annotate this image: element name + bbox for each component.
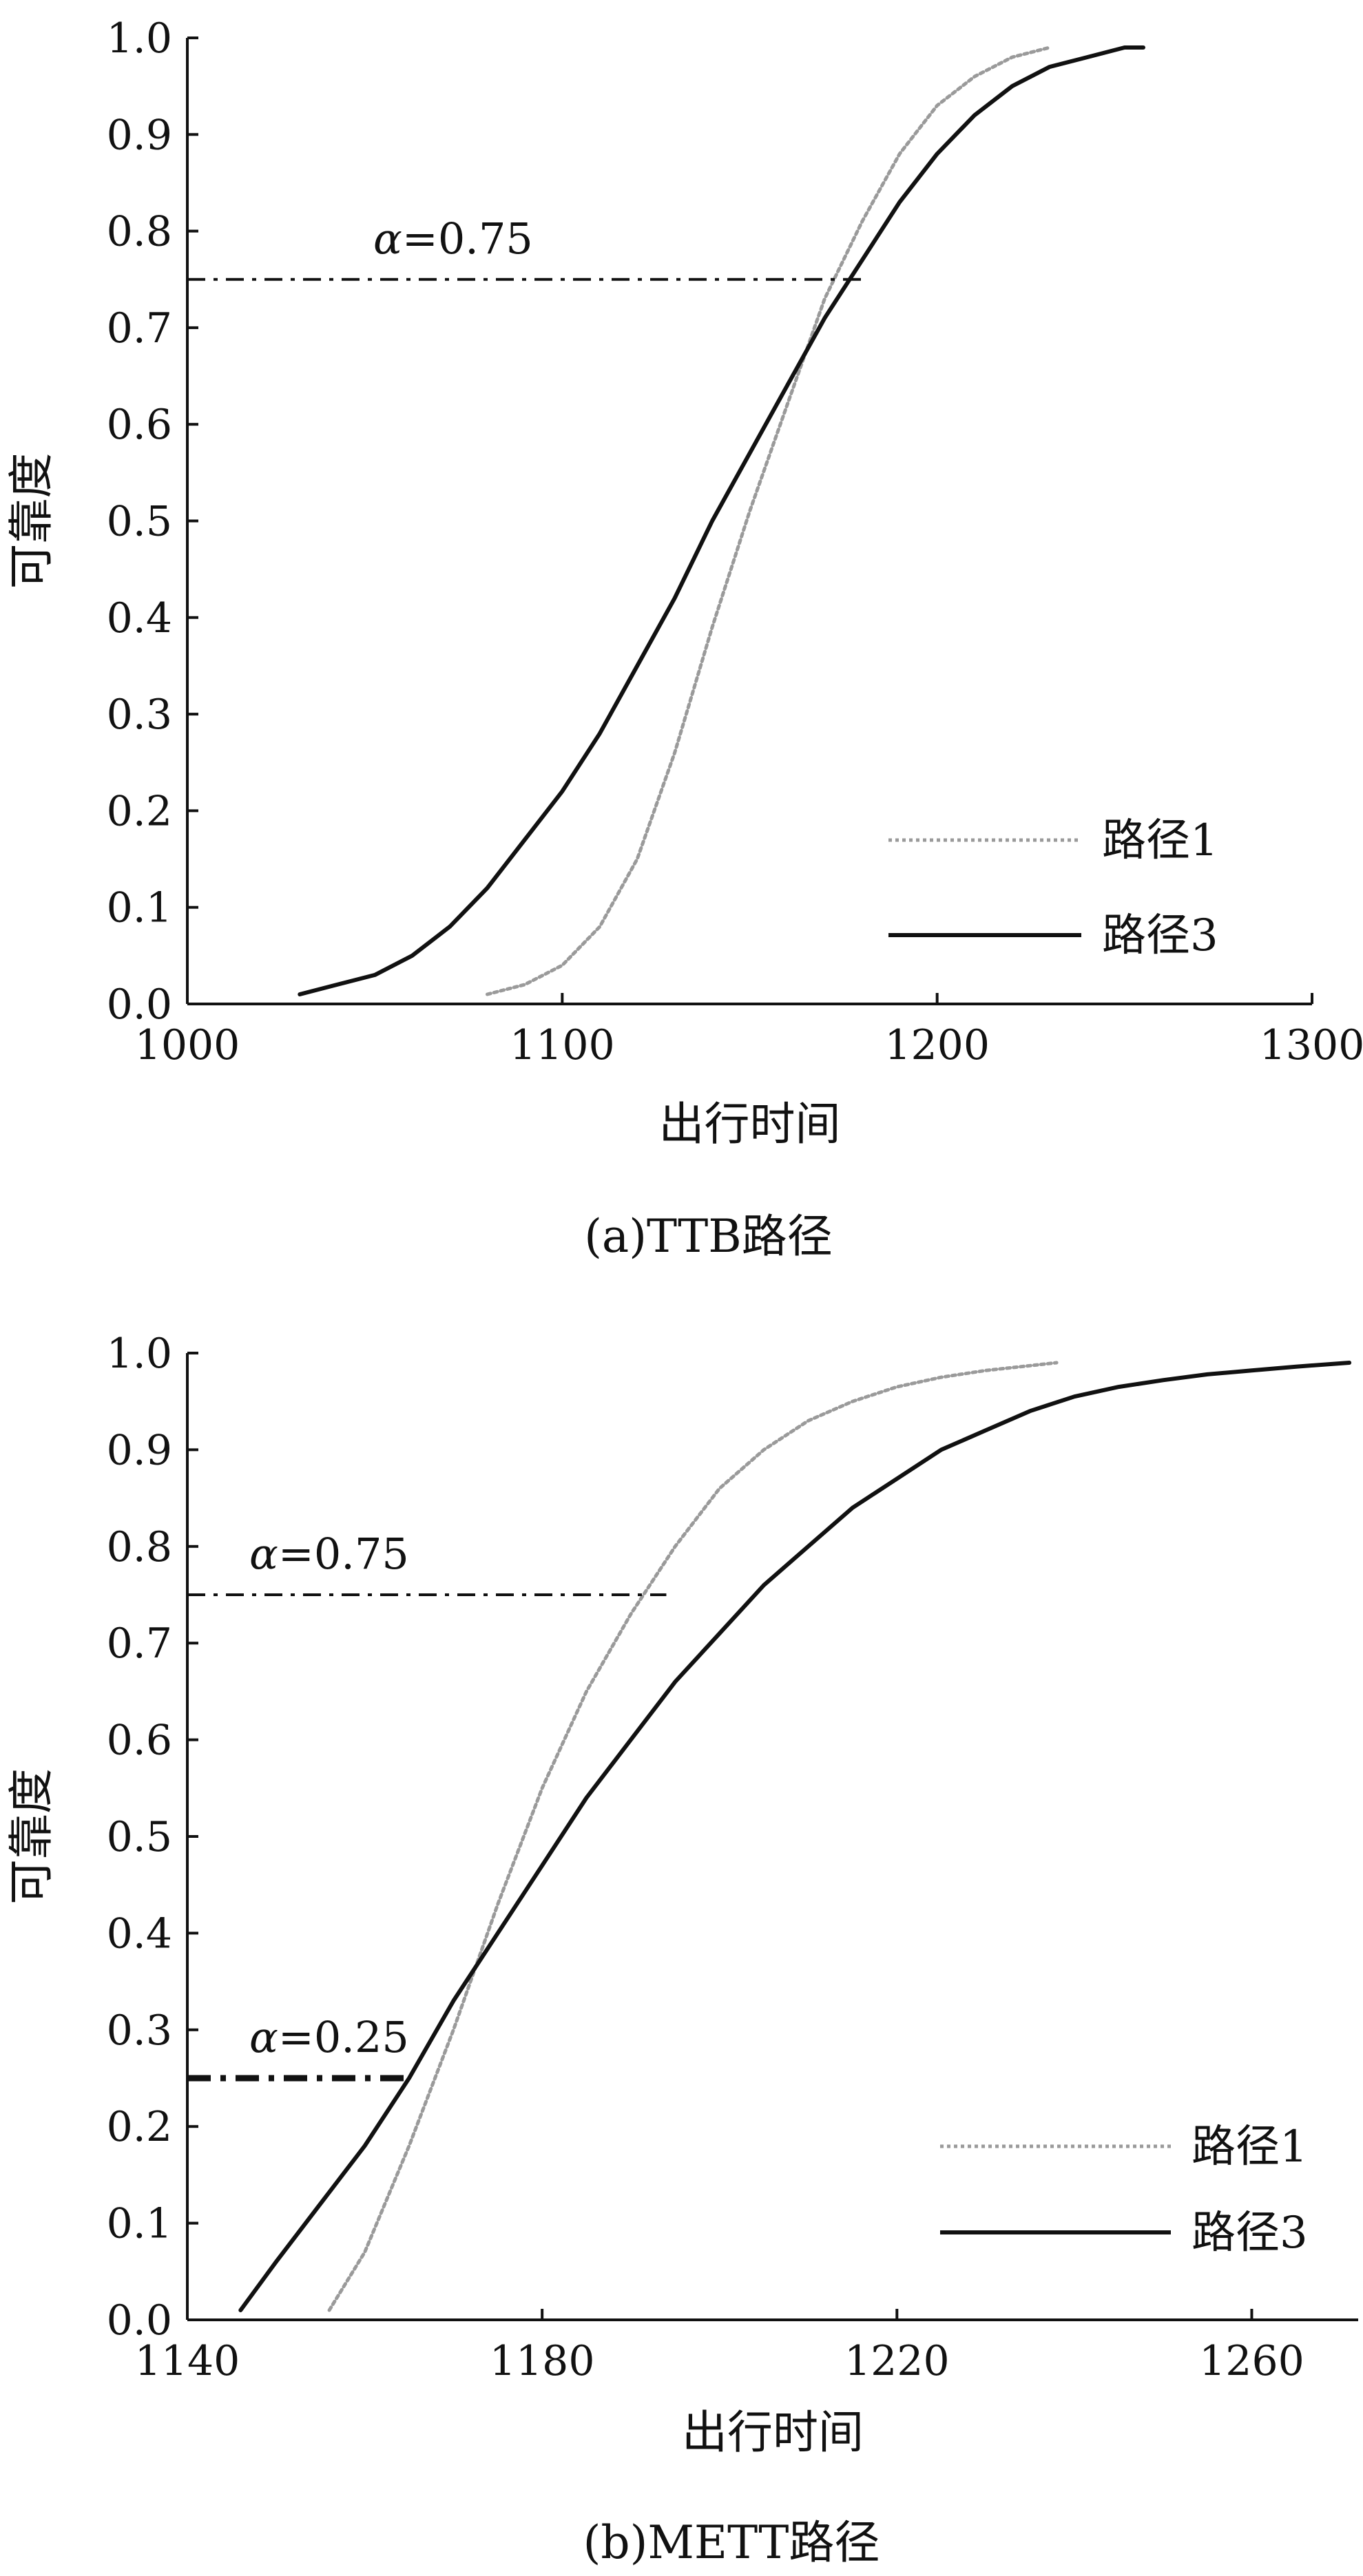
x-tick-label: 1100 xyxy=(510,1021,615,1069)
y-tick-label: 0.5 xyxy=(107,1813,172,1861)
alpha-annotation-label: α=0.25 xyxy=(249,2012,409,2062)
y-tick-label: 0.7 xyxy=(107,304,172,353)
y-tick-label: 0.8 xyxy=(107,208,172,256)
y-axis-title: 可靠度 xyxy=(5,1768,58,1905)
x-tick-label: 1000 xyxy=(135,1021,240,1069)
y-tick-label: 0.3 xyxy=(107,691,172,739)
y-tick-label: 0.1 xyxy=(107,884,172,932)
y-tick-label: 0.4 xyxy=(107,594,172,642)
y-tick-label: 0.6 xyxy=(107,401,172,449)
x-tick-label: 1140 xyxy=(135,2337,240,2385)
legend-label: 路径1 xyxy=(1192,2122,1308,2172)
x-tick-label: 1220 xyxy=(844,2337,950,2385)
y-axis-title: 可靠度 xyxy=(5,453,58,589)
alpha-annotation-label: α=0.75 xyxy=(249,1529,409,1579)
chart-caption: (b)METT路径 xyxy=(583,2516,880,2569)
y-tick-label: 0.7 xyxy=(107,1620,172,1668)
y-tick-label: 0.0 xyxy=(107,2296,172,2345)
series-line-1 xyxy=(486,45,1052,996)
y-tick-label: 0.9 xyxy=(107,111,172,159)
x-axis-title: 出行时间 xyxy=(682,2406,864,2459)
x-tick-label: 1180 xyxy=(490,2337,595,2385)
y-tick-label: 0.3 xyxy=(107,2007,172,2055)
y-tick-label: 0.2 xyxy=(107,2103,172,2151)
x-axis-title: 出行时间 xyxy=(659,1098,841,1151)
series-line-2 xyxy=(238,1361,1352,2312)
chart-caption: (a)TTB路径 xyxy=(584,1210,833,1263)
legend-label: 路径1 xyxy=(1102,815,1218,866)
y-tick-label: 0.9 xyxy=(107,1426,172,1474)
y-tick-label: 0.8 xyxy=(107,1523,172,1571)
y-tick-label: 0.6 xyxy=(107,1717,172,1765)
legend-label: 路径3 xyxy=(1102,910,1218,961)
y-tick-label: 1.0 xyxy=(107,1330,172,1378)
y-tick-label: 1.0 xyxy=(107,14,172,63)
y-tick-label: 0.0 xyxy=(107,981,172,1029)
y-tick-label: 0.2 xyxy=(107,787,172,835)
chart-panel-mett: 0.0 0.1 0.2 0.3 0.4 0.5 0.6 0.7 0.8 0.9 1.0 1140 118… xyxy=(5,1330,1358,2569)
x-tick-label: 1200 xyxy=(884,1021,990,1069)
series-line-1 xyxy=(327,1361,1059,2312)
chart-panel-ttb: 0.0 0.1 0.2 0.3 0.4 0.5 0.6 0.7 0.8 0.9 1.0 1000 110… xyxy=(5,14,1363,1263)
alpha-annotation-label: α=0.75 xyxy=(373,213,533,264)
y-tick-label: 0.1 xyxy=(107,2200,172,2248)
x-tick-label: 1300 xyxy=(1260,1021,1363,1069)
y-tick-label: 0.5 xyxy=(107,498,172,546)
x-tick-label: 1260 xyxy=(1199,2337,1304,2385)
series-line-2 xyxy=(298,45,1145,996)
legend-label: 路径3 xyxy=(1192,2208,1308,2259)
y-tick-label: 0.4 xyxy=(107,1909,172,1958)
